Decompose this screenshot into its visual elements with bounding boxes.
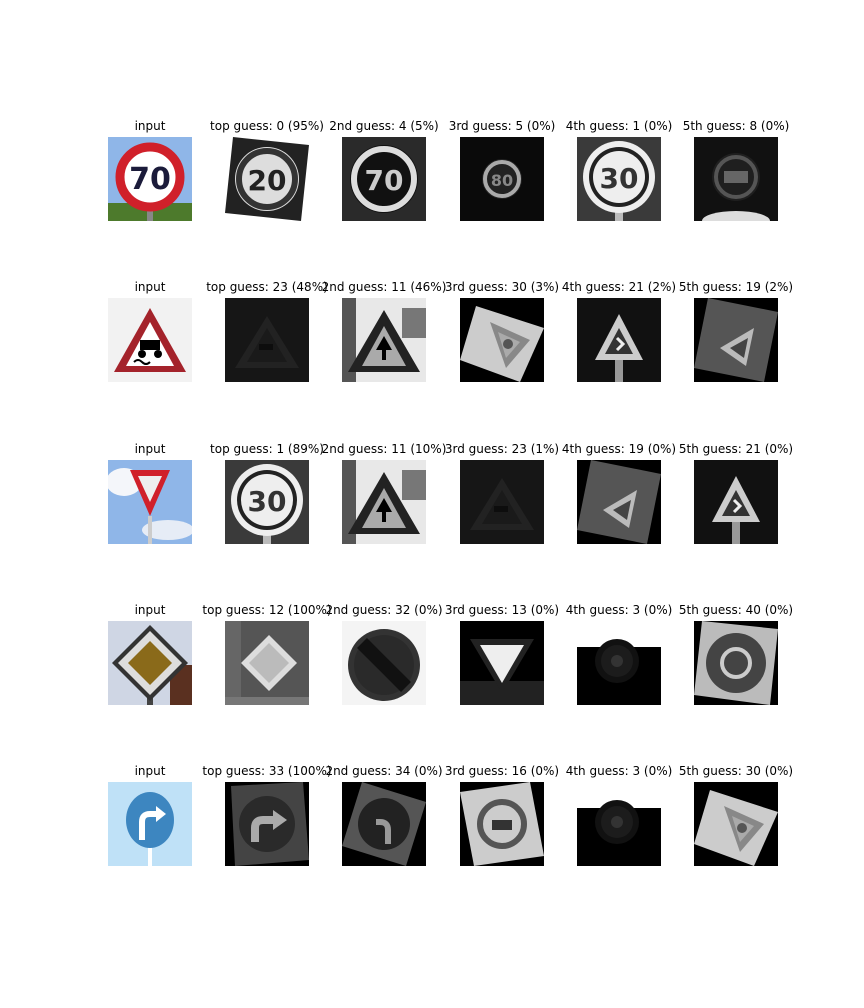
guess-title: 5th guess: 30 (0%) xyxy=(678,764,794,778)
guess-image xyxy=(460,298,544,382)
guess-title: 5th guess: 19 (2%) xyxy=(678,280,794,294)
guess-image xyxy=(342,460,426,544)
guess-image: 80 xyxy=(460,137,544,221)
guess-title: 3rd guess: 13 (0%) xyxy=(444,603,560,617)
guess-title: 2nd guess: 11 (46%) xyxy=(321,280,447,294)
roundabout-icon xyxy=(694,621,778,705)
right-of-way-icon xyxy=(342,298,426,382)
speed-limit-20-icon: 20 xyxy=(225,137,309,221)
guess-title: 2nd guess: 4 (5%) xyxy=(329,119,439,133)
guess-title: 3rd guess: 30 (3%) xyxy=(444,280,560,294)
svg-text:30: 30 xyxy=(600,162,639,195)
input-image xyxy=(108,782,192,866)
svg-text:80: 80 xyxy=(491,171,513,190)
speed-limit-120-icon xyxy=(694,137,778,221)
guess-title: top guess: 33 (100%) xyxy=(202,764,332,778)
guess-title: 3rd guess: 5 (0%) xyxy=(448,119,556,133)
guess-image xyxy=(577,621,661,705)
guess-image: 70 xyxy=(342,137,426,221)
guess-title: 3rd guess: 16 (0%) xyxy=(444,764,560,778)
guess-image xyxy=(694,298,778,382)
double-curve-icon xyxy=(577,298,661,382)
turn-right-ahead-icon xyxy=(108,782,192,866)
guess-title: 4th guess: 19 (0%) xyxy=(561,442,677,456)
guess-image xyxy=(694,621,778,705)
speed-limit-70-icon: 70 xyxy=(108,137,192,221)
input-image xyxy=(108,621,192,705)
guess-image xyxy=(342,782,426,866)
guess-image xyxy=(460,782,544,866)
guess-image xyxy=(460,460,544,544)
guess-image xyxy=(225,782,309,866)
svg-text:30: 30 xyxy=(248,485,287,518)
guess-image xyxy=(694,460,778,544)
input-image xyxy=(108,298,192,382)
input-image: 70 xyxy=(108,137,192,221)
no-trucks-icon xyxy=(460,782,544,866)
yield-icon xyxy=(108,460,192,544)
guess-image xyxy=(460,621,544,705)
ice-snow-icon xyxy=(694,782,778,866)
speed-limit-70-icon: 70 xyxy=(342,137,426,221)
guess-image: 20 xyxy=(225,137,309,221)
guess-image xyxy=(225,298,309,382)
speed-limit-30-icon: 30 xyxy=(225,460,309,544)
guess-title: 5th guess: 21 (0%) xyxy=(678,442,794,456)
input-title: input xyxy=(134,764,166,778)
speed-limit-30-icon: 30 xyxy=(577,137,661,221)
input-title: input xyxy=(134,442,166,456)
guess-title: 4th guess: 1 (0%) xyxy=(565,119,673,133)
input-title: input xyxy=(134,119,166,133)
right-of-way-icon xyxy=(342,460,426,544)
speed-limit-60-icon xyxy=(577,782,661,866)
guess-image xyxy=(225,621,309,705)
guess-title: top guess: 12 (100%) xyxy=(202,603,332,617)
guess-title: 2nd guess: 34 (0%) xyxy=(325,764,443,778)
slippery-road-icon xyxy=(460,460,544,544)
guess-image: 30 xyxy=(577,137,661,221)
priority-road-icon xyxy=(108,621,192,705)
curve-left-icon xyxy=(577,460,661,544)
svg-text:70: 70 xyxy=(365,164,404,197)
curve-left-icon xyxy=(694,298,778,382)
guess-image: 30 xyxy=(225,460,309,544)
guess-image xyxy=(577,298,661,382)
guess-title: 4th guess: 21 (2%) xyxy=(561,280,677,294)
speed-limit-80-icon: 80 xyxy=(460,137,544,221)
guess-title: top guess: 1 (89%) xyxy=(210,442,324,456)
guess-image xyxy=(342,298,426,382)
ice-snow-icon xyxy=(460,298,544,382)
input-title: input xyxy=(134,603,166,617)
turn-left-ahead-icon xyxy=(342,782,426,866)
guess-title: 4th guess: 3 (0%) xyxy=(565,764,673,778)
guess-title: 2nd guess: 32 (0%) xyxy=(325,603,443,617)
slippery-road-icon xyxy=(108,298,192,382)
guess-image xyxy=(577,460,661,544)
double-curve-icon xyxy=(694,460,778,544)
speed-limit-60-icon xyxy=(577,621,661,705)
guess-title: top guess: 0 (95%) xyxy=(210,119,324,133)
guess-image xyxy=(577,782,661,866)
input-title: input xyxy=(134,280,166,294)
priority-road-icon xyxy=(225,621,309,705)
svg-text:70: 70 xyxy=(129,162,171,197)
svg-text:20: 20 xyxy=(248,164,287,197)
guess-title: 2nd guess: 11 (10%) xyxy=(321,442,447,456)
guess-title: 5th guess: 40 (0%) xyxy=(678,603,794,617)
turn-right-ahead-icon xyxy=(225,782,309,866)
guess-title: 3rd guess: 23 (1%) xyxy=(444,442,560,456)
yield-icon xyxy=(460,621,544,705)
guess-title: 4th guess: 3 (0%) xyxy=(565,603,673,617)
guess-title: top guess: 23 (48%) xyxy=(206,280,328,294)
slippery-road-icon xyxy=(225,298,309,382)
guess-title: 5th guess: 8 (0%) xyxy=(682,119,790,133)
input-image xyxy=(108,460,192,544)
end-of-limits-icon xyxy=(342,621,426,705)
guess-image xyxy=(694,137,778,221)
guess-image xyxy=(694,782,778,866)
guess-image xyxy=(342,621,426,705)
